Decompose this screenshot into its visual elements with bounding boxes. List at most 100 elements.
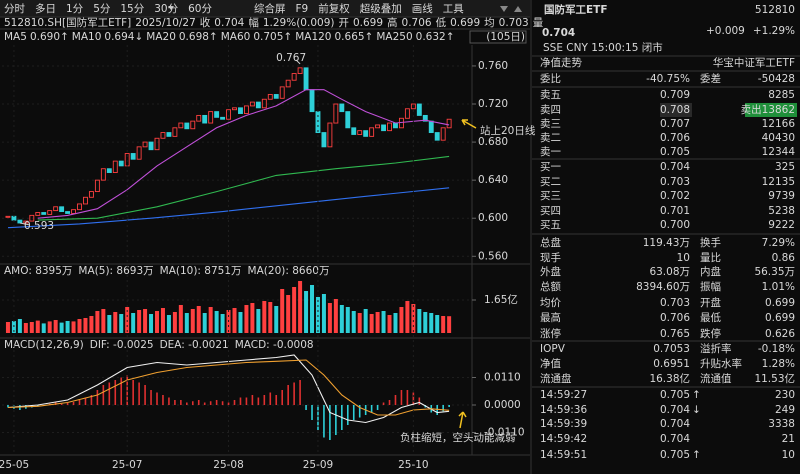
- period-box[interactable]: [469, 30, 527, 44]
- candle: [297, 67, 303, 75]
- volume-bar: [137, 310, 142, 333]
- macd-bar: [335, 405, 337, 435]
- macd-bar: [120, 377, 123, 405]
- volume-bar: [232, 308, 237, 333]
- toolbar-tab[interactable]: 分时: [4, 3, 25, 15]
- order-ratio-label: 委差: [700, 72, 721, 85]
- indicator-legend: DIF: -0.0025: [90, 339, 154, 351]
- stat-value: 0.7053: [653, 343, 690, 355]
- macd-bar: [203, 402, 206, 405]
- macd-bar: [257, 397, 260, 405]
- fund-name: 华宝中证军工ETF: [713, 56, 795, 69]
- book-price: 0.705: [660, 146, 690, 158]
- volume-bar: [184, 313, 189, 333]
- volume-bar: [327, 303, 332, 333]
- trade-time: 14:59:27: [540, 389, 587, 401]
- volume-bar: [5, 322, 10, 333]
- toolbar-button[interactable]: 超级叠加: [360, 2, 402, 15]
- toolbar-button[interactable]: 工具: [443, 3, 464, 15]
- volume-bar: [172, 312, 177, 333]
- y-tick-label: 1.65亿: [484, 293, 518, 306]
- indicator-legend: AMO: 8395万: [4, 265, 72, 277]
- candle: [94, 179, 100, 193]
- security-name: 国防军工ETF: [544, 3, 608, 16]
- toolbar-button[interactable]: 综合屏: [254, 2, 286, 15]
- price-highlight: [660, 103, 692, 117]
- header-field: 量: [533, 17, 544, 29]
- macd-bar: [269, 392, 272, 405]
- macd-bar: [346, 405, 349, 425]
- ma-legend: MA120: [295, 31, 331, 43]
- ma-legend: 0.705↑: [253, 31, 292, 43]
- volume-bar: [298, 281, 303, 333]
- toolbar-tab[interactable]: 60分: [188, 3, 212, 15]
- macd-bar: [221, 401, 224, 405]
- macd-bar: [299, 380, 301, 405]
- candle: [261, 98, 267, 109]
- toolbar-button[interactable]: 画线: [412, 2, 433, 15]
- volume-bar: [202, 313, 207, 333]
- scroll-icons[interactable]: [500, 6, 522, 12]
- book-volume: 9222: [768, 219, 795, 231]
- indicator-line: [7, 187, 450, 229]
- stat-value: 11.53亿: [754, 372, 795, 385]
- header-field: 512810.SH[国防军工ETF]: [4, 16, 131, 29]
- stat-value: 0.6951: [653, 358, 690, 370]
- book-price: 0.708: [660, 104, 690, 116]
- macd-bar: [215, 400, 218, 405]
- candle: [363, 130, 369, 137]
- candle: [59, 206, 65, 213]
- macd-bar: [239, 397, 242, 405]
- ma-legend: 0.690↑: [30, 31, 69, 43]
- dropdown-icon[interactable]: [168, 6, 174, 10]
- header-field: 0.699: [353, 17, 383, 29]
- toolbar-tab[interactable]: 30分: [154, 3, 178, 15]
- macd-bar: [317, 405, 319, 430]
- macd-bar: [180, 400, 182, 405]
- ma-legend: 0.665↑: [335, 31, 374, 43]
- sell-badge[interactable]: [745, 103, 797, 117]
- candle: [333, 103, 339, 124]
- volume-bar: [393, 313, 398, 333]
- stat-value: 8394.60万: [636, 281, 690, 293]
- order-ratio-label: 委比: [540, 72, 561, 85]
- macd-bar: [168, 397, 170, 405]
- toolbar-button[interactable]: 前复权: [318, 2, 350, 15]
- candle: [208, 111, 214, 124]
- book-volume[interactable]: 卖出13862: [741, 103, 795, 116]
- toolbar-tab[interactable]: 1分: [66, 3, 84, 15]
- toolbar-button[interactable]: F9: [296, 3, 309, 15]
- stat-value: 1.01%: [762, 281, 795, 293]
- trade-time: 14:59:39: [540, 418, 587, 430]
- nav-tab[interactable]: 净值走势: [540, 56, 582, 69]
- period-label[interactable]: (105日): [486, 31, 525, 43]
- candle: [112, 160, 118, 173]
- toolbar-tab[interactable]: 15分: [120, 3, 144, 15]
- annotation-arrow: [461, 119, 477, 129]
- macd-bar: [412, 392, 415, 405]
- header-field: 0.704: [214, 17, 244, 29]
- candle: [106, 168, 112, 173]
- stat-value: 0.699: [765, 312, 795, 324]
- candle: [77, 203, 82, 211]
- toolbar-tab[interactable]: 多日: [35, 2, 56, 15]
- volume-bar: [47, 321, 52, 333]
- candle: [202, 114, 208, 124]
- macd-bar: [132, 380, 134, 405]
- ma-legend: MA20: [146, 31, 176, 43]
- indicator-line: [37, 155, 450, 221]
- price-change: +0.009: [706, 25, 745, 37]
- order-ratio-value: -50428: [758, 73, 795, 85]
- volume-bar: [274, 306, 279, 333]
- volume-bar: [375, 312, 380, 333]
- volume-bar: [447, 316, 452, 333]
- volume-bar: [83, 318, 88, 333]
- candle: [267, 94, 273, 100]
- header-field: 1.29%(0.009): [263, 17, 335, 29]
- macd-bar: [305, 405, 307, 410]
- stat-label: 升贴水率: [700, 357, 742, 370]
- toolbar-tab[interactable]: 5分: [93, 3, 111, 15]
- candle: [381, 124, 387, 132]
- stat-value: 0.703: [660, 297, 690, 309]
- header-field: 0.706: [402, 17, 432, 29]
